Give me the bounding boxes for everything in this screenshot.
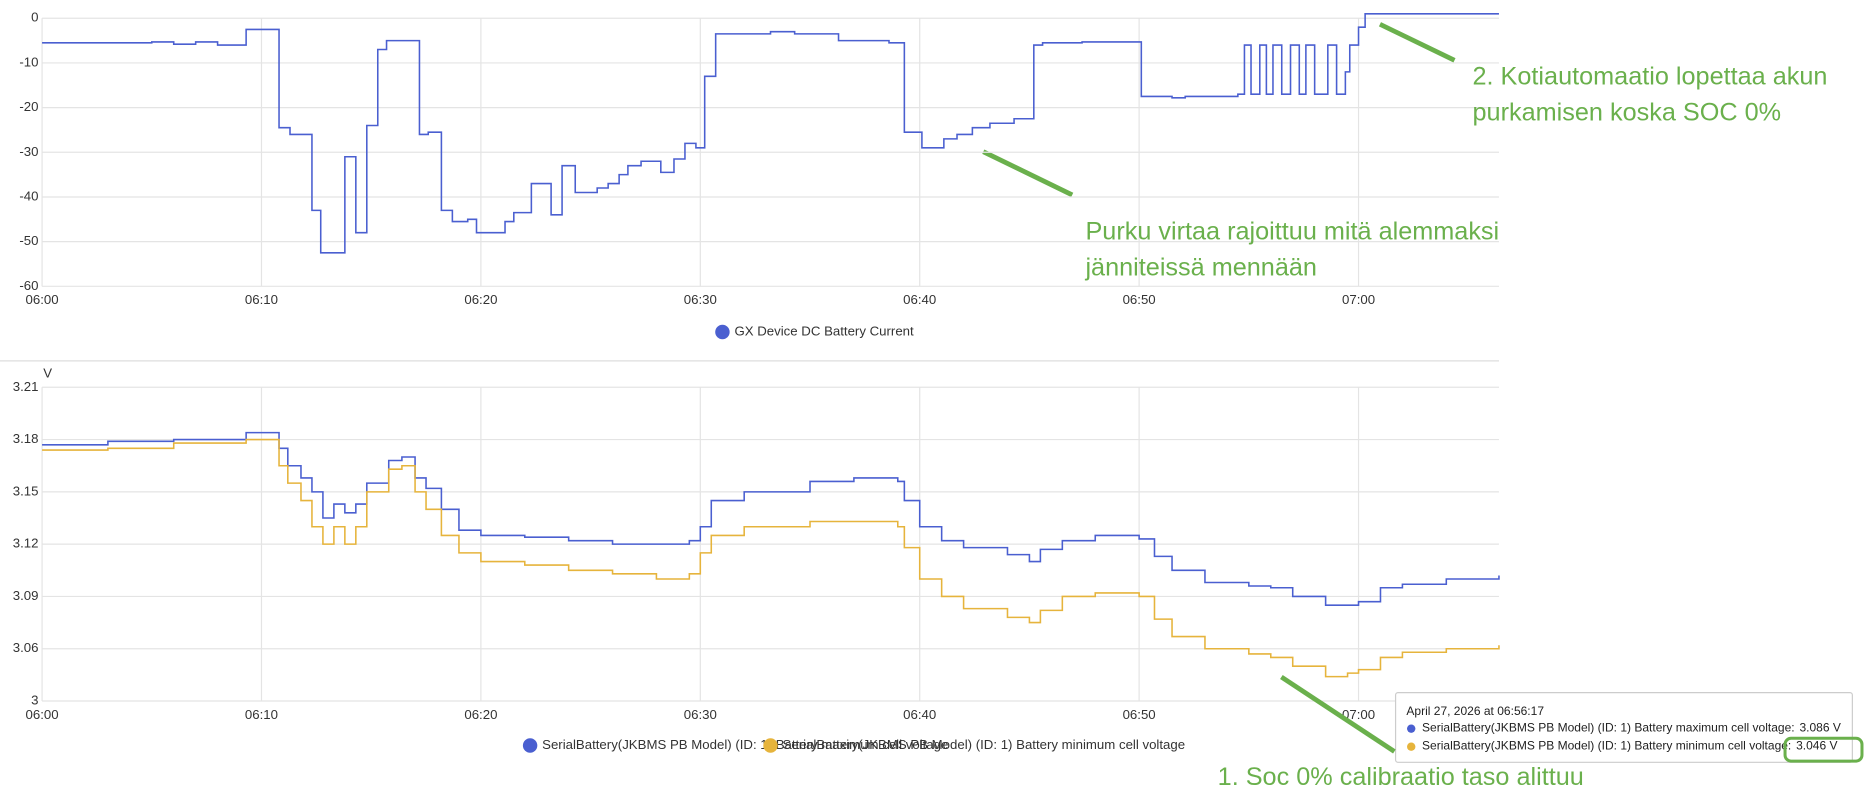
y-tick-label: -10 xyxy=(19,54,38,69)
annotation-arrow xyxy=(1378,22,1456,63)
annotation-text: 1. Soc 0% calibraatio taso alittuu xyxy=(1218,763,1584,789)
x-tick-label: 06:00 xyxy=(26,707,59,722)
tooltip: April 27, 2026 at 06:56:17 SerialBattery(… xyxy=(1394,692,1853,763)
y-tick-label: -20 xyxy=(19,99,38,114)
legend-label: SerialBattery(JKBMS PB Model) (ID: 1) Ba… xyxy=(542,737,948,752)
y-tick-label: -30 xyxy=(19,144,38,159)
tooltip-row: SerialBattery(JKBMS PB Model) (ID: 1) Ba… xyxy=(1422,721,1841,735)
tooltip-title: April 27, 2026 at 06:56:17 xyxy=(1406,704,1544,718)
x-tick-label: 06:30 xyxy=(684,707,717,722)
x-tick-label: 07:00 xyxy=(1342,292,1375,307)
tooltip-value: 3.046 V xyxy=(1796,739,1837,753)
annotation-text: jänniteissä mennään xyxy=(1084,253,1316,281)
tooltip-marker xyxy=(1407,724,1416,733)
y-tick-label: -40 xyxy=(19,188,38,203)
legend-label: SerialBattery(JKBMS PB Model) (ID: 1) Ba… xyxy=(783,737,1186,752)
tooltip-label: SerialBattery(JKBMS PB Model) (ID: 1) Ba… xyxy=(1422,721,1795,735)
legend-marker xyxy=(763,738,778,753)
y-axis-unit: V xyxy=(43,366,52,381)
y-tick-label: 3.15 xyxy=(13,483,39,498)
data-line xyxy=(42,431,1500,606)
x-tick-label: 06:50 xyxy=(1123,707,1156,722)
chart-panel: 3 3.06 3.09 3.12 3.15 3.18 3.21 06:00 06:10 06:20… xyxy=(13,366,1500,753)
annotation-arrow xyxy=(982,149,1074,198)
y-tick-label: -60 xyxy=(19,278,38,293)
annotation-arrow xyxy=(1280,674,1396,754)
tooltip-box xyxy=(1394,692,1853,763)
x-tick-label: 06:00 xyxy=(26,292,59,307)
x-tick-label: 06:20 xyxy=(464,707,497,722)
y-tick-label: -50 xyxy=(19,233,38,248)
y-tick-label: 3.18 xyxy=(13,431,39,446)
tooltip-label: SerialBattery(JKBMS PB Model) (ID: 1) Ba… xyxy=(1422,739,1791,753)
tooltip-row: SerialBattery(JKBMS PB Model) (ID: 1) Ba… xyxy=(1422,739,1837,753)
x-tick-label: 06:10 xyxy=(245,707,278,722)
x-tick-label: 07:00 xyxy=(1342,707,1375,722)
tooltip-value: 3.086 V xyxy=(1799,721,1840,735)
legend-marker xyxy=(522,738,538,753)
annotation-text: purkamisen koska SOC 0% xyxy=(1473,98,1782,126)
x-tick-label: 06:40 xyxy=(903,292,936,307)
legend-label: GX Device DC Battery Current xyxy=(734,323,914,338)
chart-panel: -60 -50 -40 -30 -20 -10 0 06:00 06:10 06:20 06:30 0… xyxy=(19,10,1499,340)
legend-marker xyxy=(715,324,730,340)
tooltip-marker xyxy=(1407,742,1416,751)
y-tick-label: 3.21 xyxy=(13,379,39,394)
annotation-text: 2. Kotiautomaatio lopettaa akun xyxy=(1473,62,1828,90)
x-tick-label: 06:10 xyxy=(245,292,278,307)
highlight-box xyxy=(1783,736,1864,763)
x-tick-label: 06:50 xyxy=(1123,292,1156,307)
y-tick-label: 3.12 xyxy=(13,536,39,551)
y-tick-label: 3 xyxy=(31,693,38,708)
x-tick-label: 06:20 xyxy=(464,292,497,307)
y-tick-label: 0 xyxy=(31,10,38,25)
annotation-text: Purku virtaa rajoittuu mitä alemmaksi xyxy=(1085,217,1499,245)
x-tick-label: 06:40 xyxy=(903,707,936,722)
y-tick-label: 3.06 xyxy=(13,640,39,655)
y-tick-label: 3.09 xyxy=(13,588,39,603)
x-tick-label: 06:30 xyxy=(684,292,717,307)
data-line xyxy=(42,438,1500,678)
data-line xyxy=(42,13,1499,254)
